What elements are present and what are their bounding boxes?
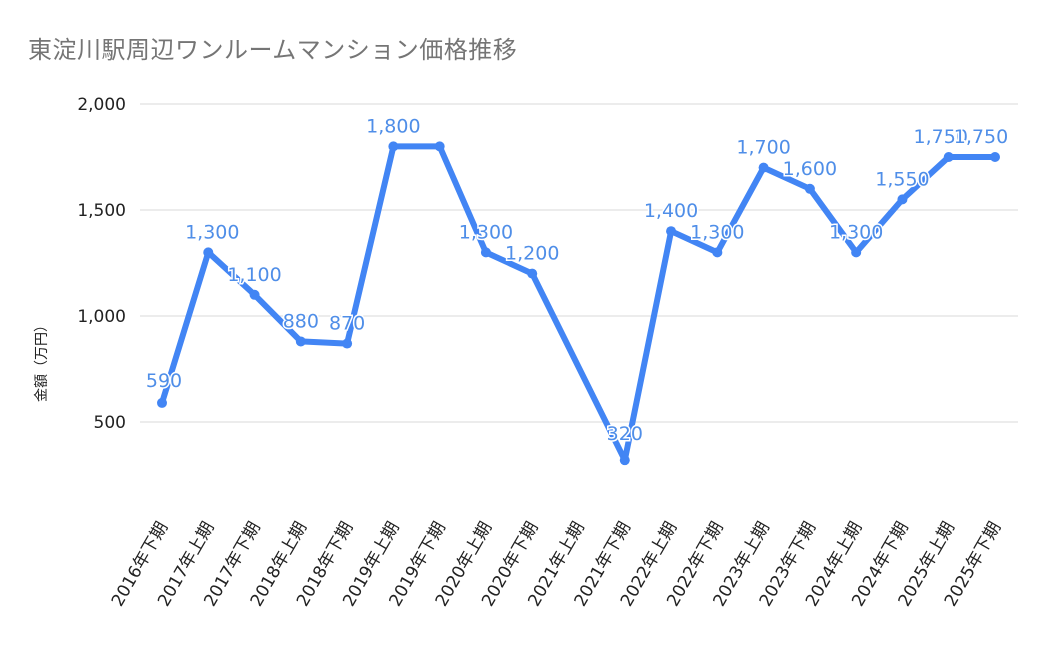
data-point [943,152,954,162]
data-point [295,336,306,347]
data-label: 1,300 [690,221,744,243]
data-label: 1,300 [185,221,239,243]
data-label: 1,700 [736,137,790,159]
data-point [480,247,491,258]
chart-title: 東淀川駅周辺ワンルームマンション価格推移 [28,36,518,64]
data-point [619,455,630,466]
data-label: 1,800 [366,115,420,137]
y-tick-label: 2,000 [77,95,126,115]
data-label: 1,400 [644,200,698,222]
data-label: 320 [607,423,643,445]
data-point [804,183,815,194]
data-label: 1,200 [505,243,559,265]
data-point [249,289,260,300]
gridlines [140,103,1018,423]
data-point [851,247,862,258]
data-label: 1,550 [875,168,929,190]
data-point [434,141,445,152]
data-point [712,247,723,258]
data-point [203,247,214,258]
data-point [157,397,167,408]
y-tick-label: 500 [94,413,126,433]
x-axis-ticks: 2016年下期2017年上期2017年下期2018年上期2018年下期2019年… [108,518,1005,610]
data-label: 1,750 [954,126,1008,148]
data-point [758,162,769,173]
series-line [159,143,998,464]
data-label: 1,300 [829,221,883,243]
data-label: 1,600 [783,158,837,180]
series-line-path [159,143,998,464]
data-point [342,338,353,349]
y-axis-label: 金額（万円） [34,318,50,402]
data-label: 880 [283,310,319,332]
data-label: 870 [329,313,365,335]
data-points [157,141,1000,466]
y-axis-ticks: 500 1,000 1,500 2,000 [77,95,126,433]
y-tick-label: 1,000 [77,307,126,327]
data-point [388,141,399,152]
data-label: 1,300 [459,221,513,243]
data-label: 1,100 [227,264,281,286]
data-point [990,152,1000,162]
data-point [897,194,908,205]
data-label: 1,750 [914,126,968,148]
y-tick-label: 1,500 [77,201,126,221]
data-point [666,226,677,237]
data-point [527,268,538,279]
data-label: 590 [146,370,182,392]
